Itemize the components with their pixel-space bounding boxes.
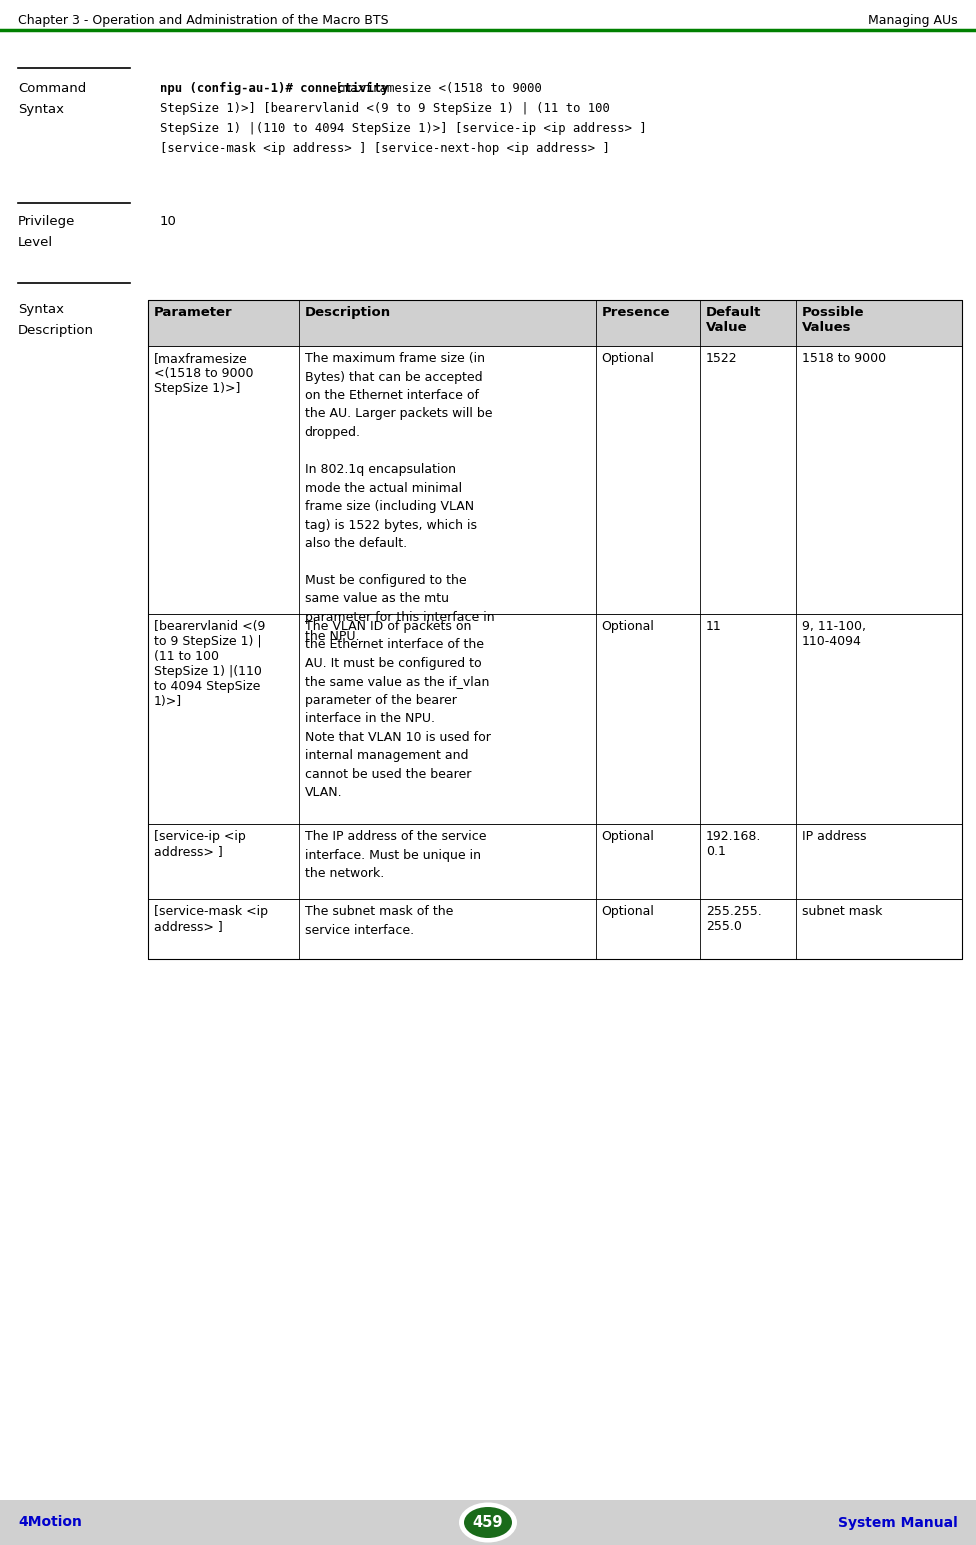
Text: Presence: Presence (601, 306, 671, 318)
Text: [maxframesize
<(1518 to 9000
StepSize 1)>]: [maxframesize <(1518 to 9000 StepSize 1)… (154, 352, 254, 396)
Bar (148, 300, 962, 959)
Text: IP address: IP address (802, 830, 867, 844)
Text: The maximum frame size (in
Bytes) that can be accepted
on the Ethernet interface: The maximum frame size (in Bytes) that c… (305, 352, 494, 643)
Text: Default
Value: Default Value (706, 306, 761, 334)
Text: 1522: 1522 (706, 352, 738, 365)
Text: 255.255.
255.0: 255.255. 255.0 (706, 905, 761, 933)
Text: The subnet mask of the
service interface.: The subnet mask of the service interface… (305, 905, 453, 936)
Text: StepSize 1)>] [bearervlanid <(9 to 9 StepSize 1) | (11 to 100: StepSize 1)>] [bearervlanid <(9 to 9 Ste… (160, 102, 610, 114)
Text: Optional: Optional (601, 352, 655, 365)
Text: Description: Description (305, 306, 390, 318)
Text: Managing AUs: Managing AUs (869, 14, 958, 26)
Text: Privilege
Level: Privilege Level (18, 215, 75, 249)
Text: 1518 to 9000: 1518 to 9000 (802, 352, 886, 365)
Ellipse shape (459, 1502, 517, 1542)
Text: Syntax
Description: Syntax Description (18, 303, 94, 337)
Text: 459: 459 (472, 1516, 504, 1530)
Bar (148, 300, 962, 346)
Text: 10: 10 (160, 215, 177, 229)
Text: Parameter: Parameter (154, 306, 232, 318)
Bar (148, 823, 962, 899)
Text: subnet mask: subnet mask (802, 905, 882, 918)
Text: Chapter 3 - Operation and Administration of the Macro BTS: Chapter 3 - Operation and Administration… (18, 14, 388, 26)
Text: StepSize 1) |(110 to 4094 StepSize 1)>] [service-ip <ip address> ]: StepSize 1) |(110 to 4094 StepSize 1)>] … (160, 122, 647, 134)
Text: System Manual: System Manual (838, 1516, 958, 1530)
Text: The IP address of the service
interface. Must be unique in
the network.: The IP address of the service interface.… (305, 830, 486, 881)
Text: [bearervlanid <(9
to 9 StepSize 1) |
(11 to 100
StepSize 1) |(110
to 4094 StepSi: [bearervlanid <(9 to 9 StepSize 1) | (11… (154, 620, 265, 708)
Bar (0, 1500, 976, 1545)
Text: Command
Syntax: Command Syntax (18, 82, 86, 116)
Bar (148, 346, 962, 613)
Text: [service-mask <ip address> ] [service-next-hop <ip address> ]: [service-mask <ip address> ] [service-ne… (160, 142, 610, 154)
Text: Optional: Optional (601, 830, 655, 844)
Text: The VLAN ID of packets on
the Ethernet interface of the
AU. It must be configure: The VLAN ID of packets on the Ethernet i… (305, 620, 491, 799)
Bar (148, 613, 962, 823)
Bar (148, 899, 962, 959)
Text: Optional: Optional (601, 905, 655, 918)
Text: [maxframesize <(1518 to 9000: [maxframesize <(1518 to 9000 (328, 82, 542, 94)
Text: Possible
Values: Possible Values (802, 306, 865, 334)
Text: 4Motion: 4Motion (18, 1516, 82, 1530)
Text: npu (config-au-1)# connectivity: npu (config-au-1)# connectivity (160, 82, 388, 96)
Text: 11: 11 (706, 620, 721, 633)
Text: [service-mask <ip
address> ]: [service-mask <ip address> ] (154, 905, 268, 933)
Text: Optional: Optional (601, 620, 655, 633)
Text: 192.168.
0.1: 192.168. 0.1 (706, 830, 761, 857)
Ellipse shape (464, 1506, 512, 1537)
Text: 9, 11-100,
110-4094: 9, 11-100, 110-4094 (802, 620, 866, 647)
Text: [service-ip <ip
address> ]: [service-ip <ip address> ] (154, 830, 246, 857)
